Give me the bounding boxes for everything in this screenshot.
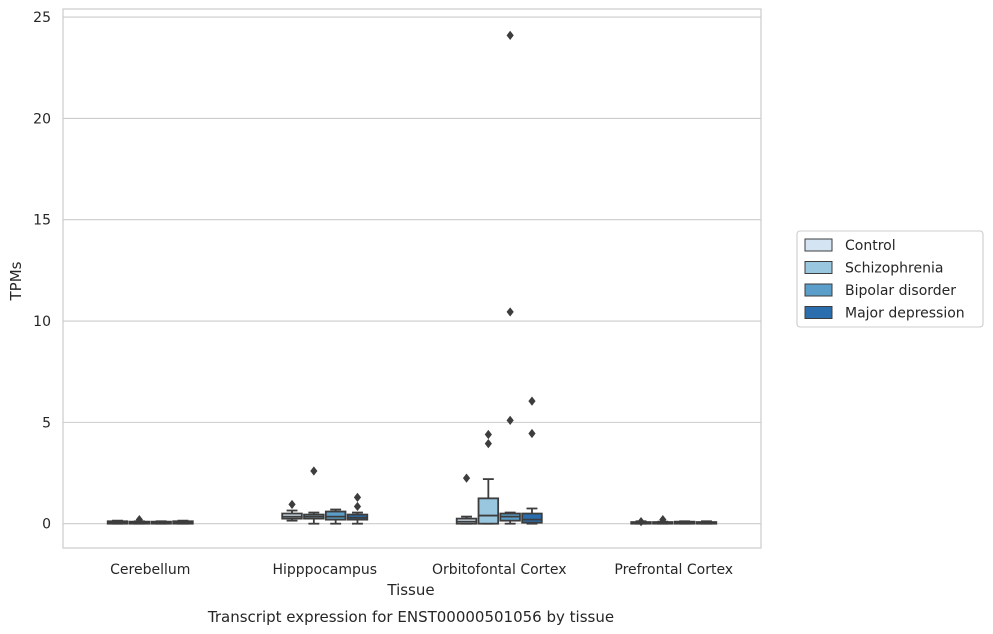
box-schizophrenia-3 [652,515,674,525]
x-tick-label: Orbitofontal Cortex [432,562,567,578]
legend-item: Major depression [804,306,965,322]
outlier-point [528,428,536,439]
chart-caption: Transcript expression for ENST0000050105… [207,608,614,626]
y-axis-label: TPMs [7,261,25,301]
box-bipolar-disorder-1 [324,508,347,525]
y-tick-label: 20 [33,111,51,127]
y-tick-label: 0 [42,517,51,533]
legend-label: Major depression [845,306,965,322]
outlier-point [659,515,667,525]
y-tick-label: 10 [33,314,51,330]
grid [63,16,761,525]
legend-label: Schizophrenia [845,261,943,277]
x-tick-labels: Cerebellum Hipppocampus Orbitofontal Corte… [110,562,733,578]
legend-swatch [804,261,833,274]
legend-label: Control [845,238,896,254]
outlier-point [637,517,645,527]
box-schizophrenia-1 [303,466,325,525]
outlier-point [506,30,514,40]
legend-item: Schizophrenia [804,261,943,277]
box-major-depression-3 [695,520,718,525]
legend-swatch [804,306,833,319]
outlier-point [135,515,143,525]
box-control-0 [106,519,129,525]
box-bipolar-disorder-2 [499,30,521,525]
x-tick-label: Hipppocampus [272,562,377,578]
box-control-3 [630,517,652,527]
x-tick-label: Cerebellum [110,562,190,578]
outlier-point [506,307,514,317]
legend: Control Schizophrenia Bipolar disorder Majo… [796,230,984,328]
box-iqr [521,512,543,524]
box-plots [106,30,718,527]
box-schizophrenia-0 [128,515,151,525]
outlier-point [353,492,362,502]
y-tick-label: 15 [33,213,51,229]
outlier-point [353,501,362,512]
outlier-point [310,466,318,476]
y-tick-labels: 0 5 10 15 20 25 [33,10,51,533]
box-control-1 [281,499,303,522]
outlier-point [462,473,471,483]
box-major-depression-2 [521,396,543,525]
legend-item: Control [804,238,896,254]
box-iqr [324,510,347,521]
y-tick-label: 5 [42,415,51,431]
y-tick-label: 25 [33,10,51,26]
legend-label: Bipolar disorder [845,283,956,299]
legend-item: Bipolar disorder [804,283,956,299]
outlier-point [288,499,296,510]
outlier-point [528,396,536,406]
box-control-2 [455,473,478,525]
legend-swatch [804,238,833,252]
x-axis-label: Tissue [386,581,434,599]
outlier-point [484,429,492,440]
box-iqr [477,497,500,525]
box-bipolar-disorder-3 [673,520,696,525]
outlier-point [484,439,492,449]
box-schizophrenia-2 [477,429,500,525]
box-major-depression-0 [172,519,194,525]
plot-frame [62,8,762,549]
x-tick-label: Prefrontal Cortex [614,562,733,578]
outlier-point [506,415,514,425]
legend-swatch [804,283,833,297]
legend-frame [796,230,984,328]
box-bipolar-disorder-0 [150,520,172,525]
box-major-depression-1 [346,492,369,525]
